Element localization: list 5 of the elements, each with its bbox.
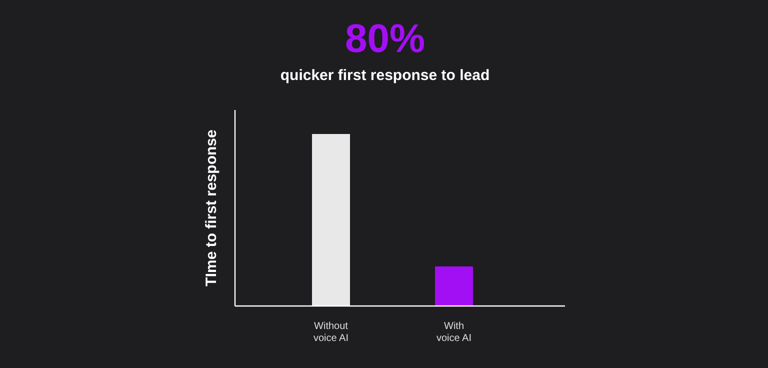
chart-title: 80%	[344, 17, 426, 61]
chart-subtitle: quicker first response to lead	[280, 67, 490, 84]
x-tick-label: With voice AI	[436, 321, 472, 344]
y-axis-title: TIme to first response	[203, 130, 220, 286]
x-tick-label: Without voice AI	[313, 321, 349, 344]
